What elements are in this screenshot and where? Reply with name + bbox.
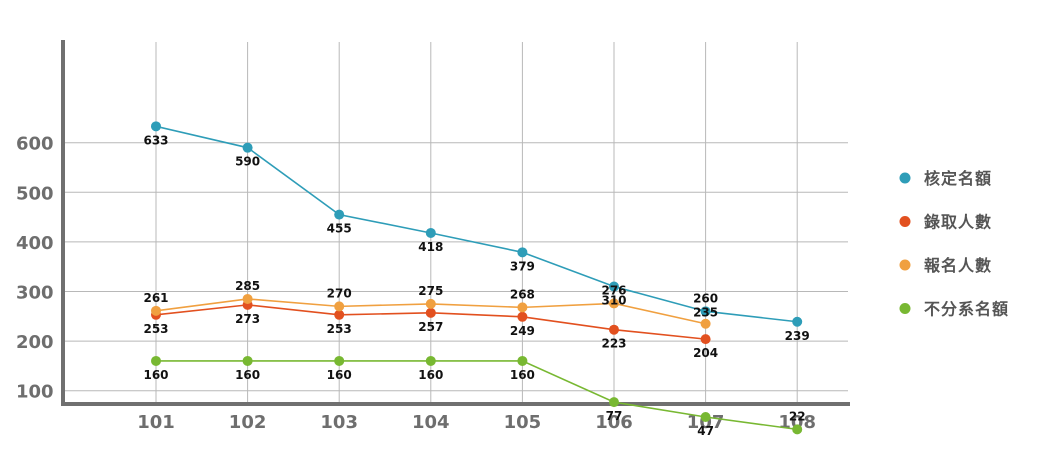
legend-label: 錄取人數 [924, 213, 992, 232]
data-label: 160 [235, 368, 260, 382]
data-label: 160 [418, 368, 443, 382]
data-label: 47 [697, 424, 714, 438]
data-label: 590 [235, 155, 260, 169]
tick-labels: 100 200 300 400 500 600 101 102 103 104 105 106 107 1… [16, 134, 816, 433]
data-label: 204 [693, 346, 718, 360]
data-label: 77 [606, 409, 623, 423]
y-tick-label: 500 [16, 183, 54, 204]
data-point [792, 316, 803, 327]
data-point [700, 318, 711, 329]
data-label: 160 [327, 368, 352, 382]
x-tick-label: 101 [137, 412, 175, 433]
data-point [425, 307, 436, 318]
y-tick-label: 100 [16, 382, 54, 403]
data-point [242, 293, 253, 304]
legend-label: 報名人數 [924, 256, 992, 275]
data-point [609, 281, 619, 292]
data-point [609, 324, 619, 335]
data-label: 261 [143, 291, 168, 305]
data-label: 379 [510, 259, 535, 273]
data-point [517, 355, 528, 366]
data-point [151, 121, 161, 132]
data-label: 418 [418, 240, 443, 254]
data-label: 239 [785, 329, 810, 343]
data-point [151, 355, 161, 366]
data-label: 260 [693, 291, 718, 305]
data-point [242, 355, 253, 366]
series-line-3 [156, 360, 798, 431]
data-label: 275 [418, 284, 443, 298]
data-point [334, 355, 345, 366]
data-label: 235 [693, 306, 718, 320]
data-label: 22 [789, 409, 806, 423]
y-tick-label: 200 [16, 332, 54, 353]
series-line-0 [155, 125, 798, 323]
legend-marker [899, 303, 911, 314]
data-label: 253 [327, 322, 352, 336]
x-tick-label: 104 [412, 412, 450, 433]
legend-marker [899, 172, 911, 184]
data-point [517, 311, 528, 322]
data-labels: 633 590 455 418 379 310 260 239 253 273 253 257 249 2… [143, 133, 809, 438]
data-point [334, 301, 345, 312]
x-tick-label: 106 [595, 412, 633, 433]
data-point [609, 298, 619, 309]
axes [61, 40, 850, 406]
x-tick-label: 103 [320, 412, 358, 433]
grid [63, 42, 848, 404]
x-tick-label: 105 [504, 412, 542, 433]
data-label: 160 [143, 368, 168, 382]
data-label: 270 [327, 286, 352, 300]
data-point [700, 411, 711, 422]
legend-label: 不分系名額 [924, 300, 1009, 319]
data-point [425, 298, 436, 309]
data-label: 276 [601, 283, 626, 297]
data-label: 268 [510, 287, 535, 301]
x-tick-label: 102 [229, 412, 267, 433]
series-lines [155, 125, 798, 431]
y-tick-label: 400 [16, 233, 54, 254]
y-tick-label: 600 [16, 134, 54, 155]
data-point [151, 305, 161, 316]
data-point [700, 334, 711, 345]
data-label: 257 [418, 320, 443, 334]
data-point [609, 397, 619, 408]
data-point [792, 424, 803, 435]
data-point [517, 247, 528, 258]
data-label: 160 [510, 368, 535, 382]
data-label: 455 [327, 222, 352, 236]
data-point [334, 209, 345, 220]
data-point [425, 355, 436, 366]
data-label: 285 [235, 279, 260, 293]
data-point [425, 227, 436, 238]
data-label: 253 [143, 322, 168, 336]
legend-marker [899, 216, 911, 227]
series-points [151, 121, 803, 435]
y-tick-label: 300 [16, 283, 54, 304]
data-point [334, 309, 345, 320]
legend-marker [899, 259, 911, 271]
data-label: 223 [601, 337, 626, 351]
x-tick-label: 107 [687, 412, 725, 433]
data-point [242, 142, 253, 153]
data-label: 249 [510, 324, 535, 338]
data-label: 273 [235, 312, 260, 326]
data-point [517, 302, 528, 313]
data-point [700, 306, 711, 317]
data-label: 633 [143, 133, 168, 147]
legend-label: 核定名額 [924, 169, 992, 188]
data-label: 310 [601, 294, 626, 308]
